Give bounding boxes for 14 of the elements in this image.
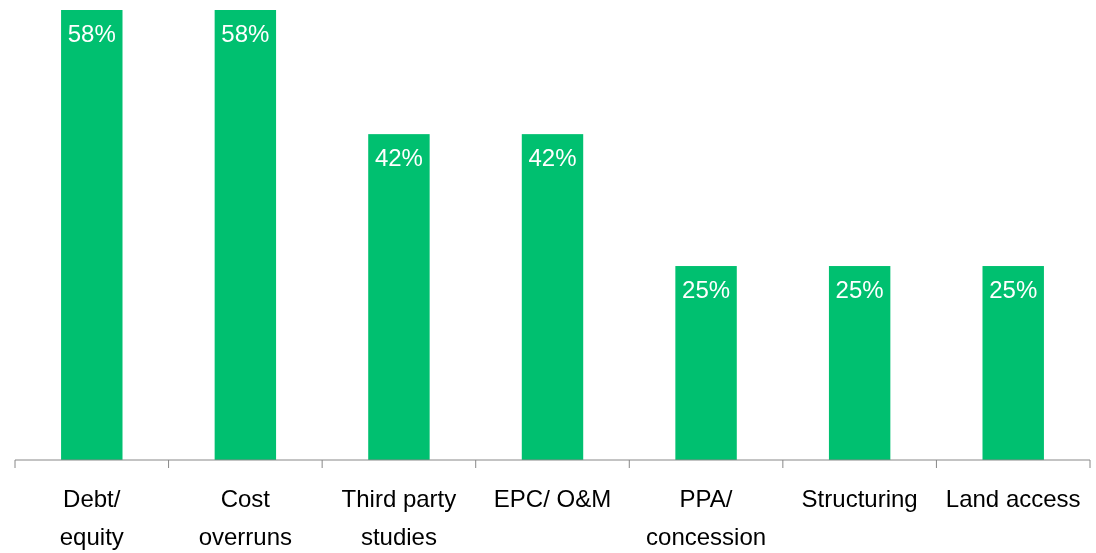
data-label: 58% [67,20,116,47]
x-tick-label: Land access [945,485,1081,512]
data-label: 42% [528,144,577,172]
x-tick-label: Third party studies [341,485,457,550]
data-label: 58% [221,20,270,47]
data-label: 25% [989,276,1038,304]
x-tick-label: Cost overruns [198,485,293,550]
data-label: 25% [835,276,884,304]
x-tick-label: Debt/ equity [59,485,124,550]
x-tick-label: Structuring [801,485,918,512]
data-label: 42% [374,144,423,172]
x-tick-label: PPA/ concession [646,485,767,550]
data-label: 25% [682,276,731,304]
x-tick-label: EPC/ O&M [493,485,612,512]
